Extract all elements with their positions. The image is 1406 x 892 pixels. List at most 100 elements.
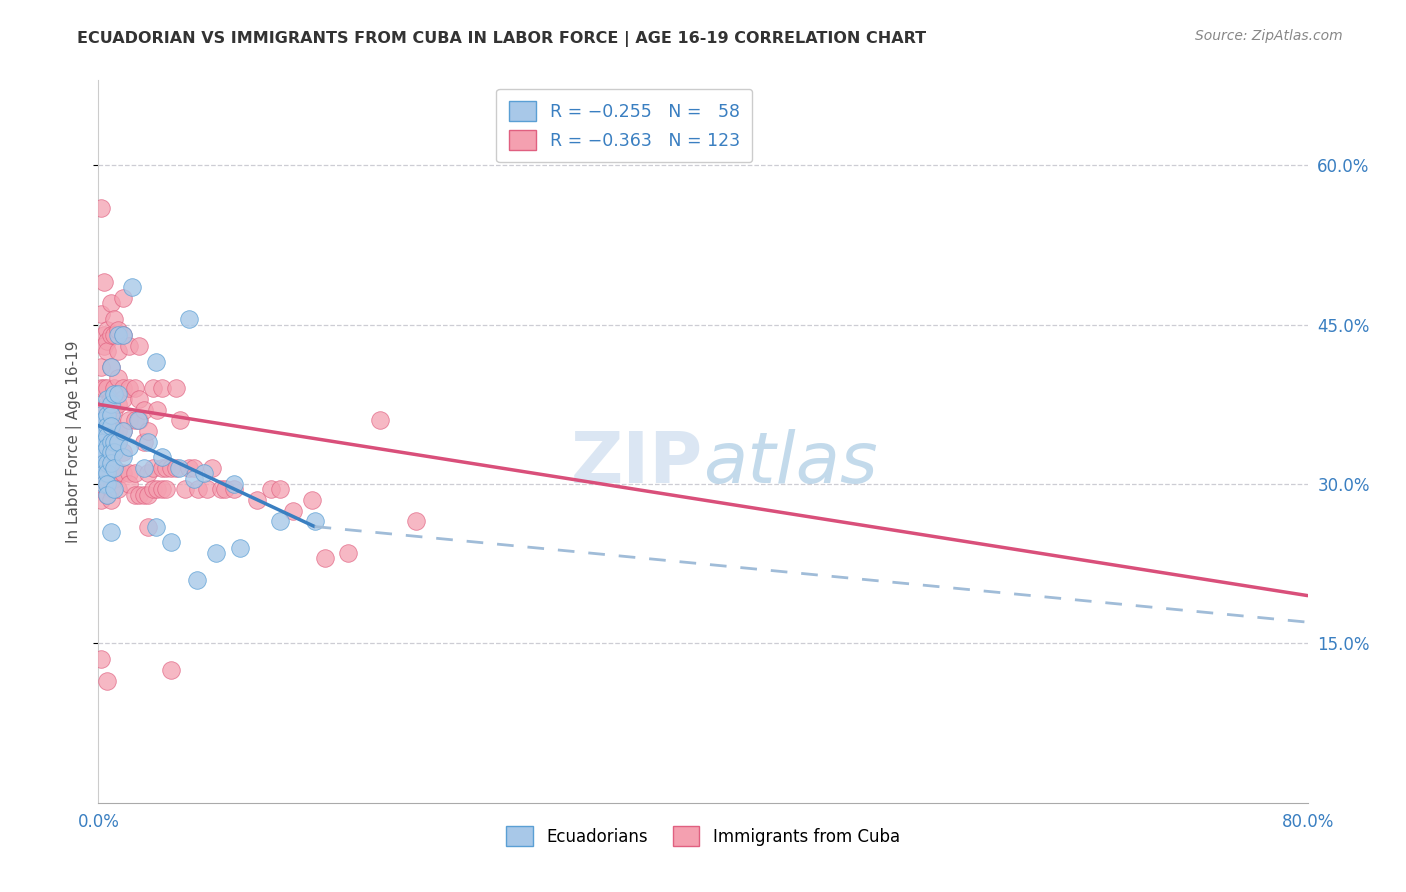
Point — [107, 386, 129, 401]
Point — [111, 328, 134, 343]
Point — [103, 445, 125, 459]
Point — [100, 424, 122, 438]
Point — [93, 328, 115, 343]
Point — [186, 573, 208, 587]
Point — [100, 328, 122, 343]
Point — [103, 386, 125, 401]
Point — [96, 397, 118, 411]
Point — [96, 461, 118, 475]
Point — [136, 434, 159, 449]
Point — [100, 408, 122, 422]
Point — [103, 402, 125, 417]
Point — [100, 483, 122, 497]
Point — [103, 424, 125, 438]
Point — [269, 514, 291, 528]
Point — [90, 472, 112, 486]
Point — [214, 483, 236, 497]
Point — [93, 339, 115, 353]
Point — [103, 461, 125, 475]
Point — [90, 483, 112, 497]
Text: atlas: atlas — [703, 429, 877, 498]
Point — [96, 467, 118, 481]
Point — [100, 493, 122, 508]
Point — [145, 519, 167, 533]
Point — [103, 483, 125, 497]
Point — [100, 524, 122, 539]
Point — [155, 483, 177, 497]
Point — [96, 673, 118, 688]
Point — [90, 461, 112, 475]
Point — [111, 291, 134, 305]
Point — [146, 402, 169, 417]
Point — [96, 413, 118, 427]
Point — [90, 429, 112, 443]
Point — [103, 434, 125, 449]
Point — [132, 402, 155, 417]
Point — [96, 408, 118, 422]
Point — [96, 488, 118, 502]
Point — [145, 355, 167, 369]
Point — [111, 424, 134, 438]
Point — [93, 477, 115, 491]
Point — [103, 472, 125, 486]
Point — [128, 413, 150, 427]
Point — [124, 467, 146, 481]
Point — [100, 472, 122, 486]
Point — [111, 328, 134, 343]
Point — [90, 413, 112, 427]
Point — [90, 381, 112, 395]
Point — [100, 392, 122, 406]
Point — [205, 546, 228, 560]
Point — [160, 535, 183, 549]
Point — [103, 328, 125, 343]
Point — [246, 493, 269, 508]
Point — [142, 461, 165, 475]
Point — [136, 488, 159, 502]
Point — [118, 467, 141, 481]
Point — [93, 434, 115, 449]
Point — [173, 483, 195, 497]
Point — [111, 424, 134, 438]
Point — [405, 514, 427, 528]
Point — [100, 461, 122, 475]
Point — [269, 483, 291, 497]
Point — [103, 312, 125, 326]
Point — [124, 413, 146, 427]
Point — [128, 488, 150, 502]
Point — [100, 418, 122, 433]
Point — [96, 392, 118, 406]
Point — [107, 434, 129, 449]
Point — [90, 652, 112, 666]
Point — [96, 429, 118, 443]
Point — [100, 445, 122, 459]
Point — [90, 493, 112, 508]
Point — [224, 477, 246, 491]
Text: ECUADORIAN VS IMMIGRANTS FROM CUBA IN LABOR FORCE | AGE 16-19 CORRELATION CHART: ECUADORIAN VS IMMIGRANTS FROM CUBA IN LA… — [77, 31, 927, 47]
Point — [90, 408, 112, 422]
Point — [96, 440, 118, 454]
Point — [136, 519, 159, 533]
Point — [111, 392, 134, 406]
Point — [96, 381, 118, 395]
Point — [193, 467, 215, 481]
Point — [100, 434, 122, 449]
Point — [107, 424, 129, 438]
Point — [165, 461, 187, 475]
Point — [124, 381, 146, 395]
Point — [100, 296, 122, 310]
Point — [150, 483, 173, 497]
Point — [90, 201, 112, 215]
Point — [260, 483, 283, 497]
Point — [107, 323, 129, 337]
Point — [142, 483, 165, 497]
Point — [179, 461, 201, 475]
Point — [93, 402, 115, 417]
Point — [96, 334, 118, 348]
Point — [103, 461, 125, 475]
Point — [195, 483, 218, 497]
Point — [90, 402, 112, 417]
Point — [128, 339, 150, 353]
Legend: Ecuadorians, Immigrants from Cuba: Ecuadorians, Immigrants from Cuba — [499, 820, 907, 852]
Point — [93, 275, 115, 289]
Point — [93, 381, 115, 395]
